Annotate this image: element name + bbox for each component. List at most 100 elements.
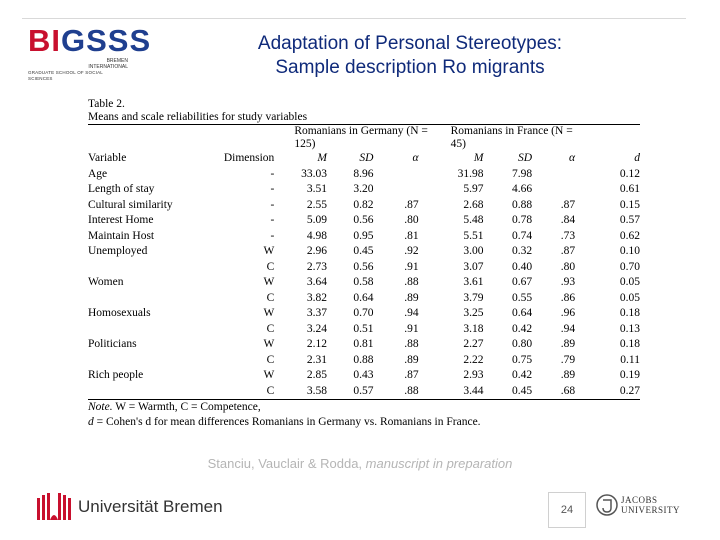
column-header-row: Variable Dimension M SD α M SD α d (88, 152, 640, 164)
cell-m1: 3.51 (306, 183, 327, 195)
cell-a2 (532, 182, 587, 198)
cell-sd2: 4.66 (511, 183, 533, 195)
cell-a2: .89 (560, 369, 576, 381)
cell-dimension: W (263, 338, 275, 350)
table-row: Rich people W 2.85 0.43 .87 2.93 0.42 .89 0.19 (88, 368, 640, 384)
cell-a2 (532, 167, 587, 183)
table-row: Maintain Host - 4.98 0.95 .81 5.51 0.74 .73 0.62 (88, 229, 640, 245)
cell-m1: 2.31 (306, 353, 327, 366)
cell-m2: 3.07 (463, 260, 484, 273)
cell-sd2: 0.42 (511, 369, 533, 381)
bigsss-logo: BIGSSS BREMEN INTERNATIONAL GRADUATE SCH… (28, 23, 152, 82)
cell-m1: 2.55 (306, 198, 327, 211)
cell-a2: .73 (560, 229, 576, 242)
cell-a1: .89 (404, 291, 419, 304)
cell-m2: 3.44 (430, 383, 484, 400)
cell-a1: .81 (404, 229, 419, 242)
cell-sd2: 0.40 (511, 260, 533, 273)
cell-a1: .92 (404, 245, 419, 257)
group-header-row: Romanians in Germany (N = Romanians in F… (88, 124, 640, 138)
cell-d: 0.15 (619, 198, 640, 211)
cell-variable (88, 353, 213, 369)
cell-m2: 2.22 (463, 353, 484, 366)
cell-variable: Length of stay (88, 183, 155, 195)
cell-dimension: C (212, 383, 279, 400)
cell-d: 0.57 (619, 214, 640, 226)
cell-sd2: 0.32 (511, 245, 533, 257)
cell-variable: Unemployed (88, 245, 148, 257)
cell-a1: .87 (404, 369, 419, 381)
table-row: Unemployed W 2.96 0.45 .92 3.00 0.32 .87 0.10 (88, 244, 640, 260)
cell-dimension: - (270, 167, 275, 180)
cell-variable (88, 260, 213, 276)
bremen-emblem-icon (37, 493, 71, 520)
cell-sd1: 0.43 (353, 369, 374, 381)
table-row: Homosexuals W 3.37 0.70 .94 3.25 0.64 .96 0.18 (88, 306, 640, 322)
stats-table: Romanians in Germany (N = Romanians in F… (88, 124, 640, 400)
cell-dimension: C (266, 291, 275, 304)
cell-sd1: 0.82 (353, 198, 374, 211)
cell-dimension: C (266, 322, 275, 335)
cell-dimension: - (270, 198, 275, 211)
cell-m1: 5.09 (306, 214, 327, 226)
cell-d: 0.10 (619, 245, 640, 257)
cell-d: 0.70 (619, 260, 640, 273)
table-row: Women W 3.64 0.58 .88 3.61 0.67 .93 0.05 (88, 275, 640, 291)
cell-m1: 33.03 (301, 167, 327, 180)
cell-a1 (373, 167, 430, 183)
table-row: C 3.24 0.51 .91 3.18 0.42 .94 0.13 (88, 322, 640, 338)
cell-a1 (373, 182, 430, 198)
cell-sd1: 0.58 (353, 276, 374, 288)
cell-m1: 2.12 (306, 338, 327, 350)
cell-a2: .96 (560, 307, 576, 319)
cell-sd1: 0.64 (353, 291, 374, 304)
cell-sd2: 0.75 (511, 353, 533, 366)
cell-m1: 3.64 (306, 276, 327, 288)
cell-m1: 2.73 (306, 260, 327, 273)
cell-a2: .89 (560, 338, 576, 350)
cell-sd1: 0.81 (353, 338, 374, 350)
cell-variable: Rich people (88, 369, 144, 381)
logo-wordmark: BIGSSS (28, 23, 152, 58)
cell-m2: 3.61 (463, 276, 484, 288)
table-row: Interest Home - 5.09 0.56 .80 5.48 0.78 .84 0.57 (88, 213, 640, 229)
table-row: C 2.73 0.56 .91 3.07 0.40 .80 0.70 (88, 260, 640, 276)
cell-variable: Age (88, 167, 108, 180)
cell-sd2: 0.55 (511, 291, 533, 304)
university-bremen-logo: Universität Bremen (36, 492, 223, 522)
citation: Stanciu, Vauclair & Rodda, manuscript in… (207, 456, 513, 471)
cell-sd2: 0.64 (511, 307, 533, 319)
jacobs-university-logo: JACOBS UNIVERSITY (596, 492, 680, 518)
cell-m2: 5.48 (463, 214, 484, 226)
cell-a1: .88 (373, 383, 431, 400)
cell-sd1: 0.88 (353, 353, 374, 366)
cell-d: 0.13 (619, 322, 640, 335)
cell-a1: .91 (404, 322, 419, 335)
table-body: Age - 33.03 8.96 31.98 7.98 0.12 Length of stay… (88, 167, 640, 400)
cell-d: 0.61 (619, 183, 640, 195)
jacobs-emblem-icon (596, 494, 618, 516)
cell-dimension: - (270, 183, 275, 195)
table-row: Politicians W 2.12 0.81 .88 2.27 0.80 .89 0.18 (88, 337, 640, 353)
cell-variable (88, 291, 213, 307)
cell-m2: 3.25 (463, 307, 484, 319)
cell-sd1: 0.51 (353, 322, 374, 335)
cell-a2: .93 (560, 276, 576, 288)
cell-m2: 3.79 (463, 291, 484, 304)
cell-d: 0.62 (619, 229, 640, 242)
group-germany-label: Romanians in Germany (N = (278, 124, 431, 138)
cell-dimension: C (266, 260, 275, 273)
cell-m2: 2.68 (463, 198, 484, 211)
cell-m2: 3.00 (463, 245, 484, 257)
cell-sd1: 8.96 (353, 167, 374, 180)
cell-sd2: 0.78 (511, 214, 533, 226)
cell-d: 0.05 (619, 276, 640, 288)
cell-a1: .88 (404, 338, 419, 350)
table-row: Age - 33.03 8.96 31.98 7.98 0.12 (88, 167, 640, 183)
cell-m1: 4.98 (306, 229, 327, 242)
cell-a2: .79 (560, 353, 576, 366)
cell-m2: 5.97 (463, 183, 484, 195)
cell-a2: .84 (560, 214, 576, 226)
cell-dimension: W (263, 276, 275, 288)
cell-a1: .88 (404, 276, 419, 288)
